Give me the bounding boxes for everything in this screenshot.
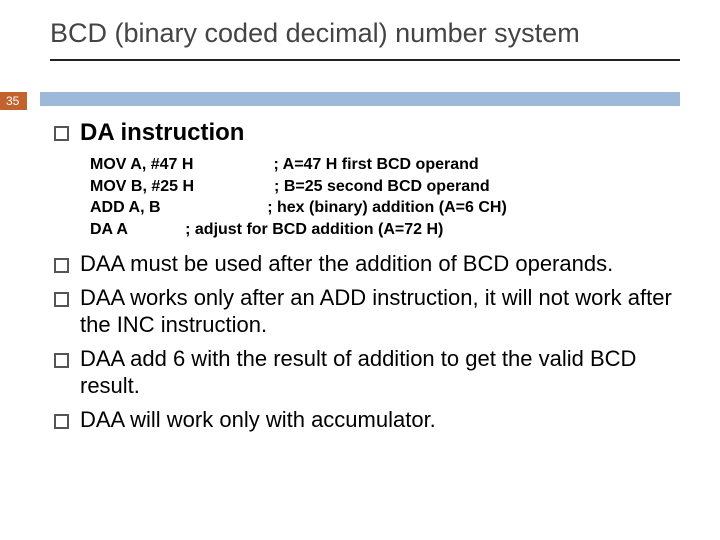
title-wrap: BCD (binary coded decimal) number system (0, 0, 720, 55)
bullet-text: DAA works only after an ADD instruction,… (80, 285, 672, 338)
list-item: DAA will work only with accumulator. (52, 406, 680, 434)
slide-title: BCD (binary coded decimal) number system (50, 18, 680, 49)
bullet-text: DAA will work only with accumulator. (80, 407, 436, 432)
list-item: DAA works only after an ADD instruction,… (52, 284, 680, 339)
content-area: DA instruction MOV A, #47 H ; A=47 H fir… (52, 118, 680, 439)
page-number-badge: 35 (0, 92, 27, 110)
code-line: ADD A, B ; hex (binary) addition (A=6 CH… (90, 197, 680, 219)
code-line: MOV A, #47 H ; A=47 H first BCD operand (90, 154, 680, 176)
bullet-text: DAA must be used after the addition of B… (80, 251, 613, 276)
code-line: DA A ; adjust for BCD addition (A=72 H) (90, 219, 680, 241)
list-item: DAA add 6 with the result of addition to… (52, 345, 680, 400)
list-item: DAA must be used after the addition of B… (52, 250, 680, 278)
title-rule (50, 59, 680, 61)
list-item: DA instruction MOV A, #47 H ; A=47 H fir… (52, 118, 680, 240)
section-heading: DA instruction (80, 119, 244, 146)
bullet-text: DAA add 6 with the result of addition to… (80, 346, 636, 399)
code-block: MOV A, #47 H ; A=47 H first BCD operand … (90, 154, 680, 240)
accent-bar (40, 92, 680, 106)
slide: BCD (binary coded decimal) number system… (0, 0, 720, 540)
bullet-list: DA instruction MOV A, #47 H ; A=47 H fir… (52, 118, 680, 433)
code-line: MOV B, #25 H ; B=25 second BCD operand (90, 176, 680, 198)
